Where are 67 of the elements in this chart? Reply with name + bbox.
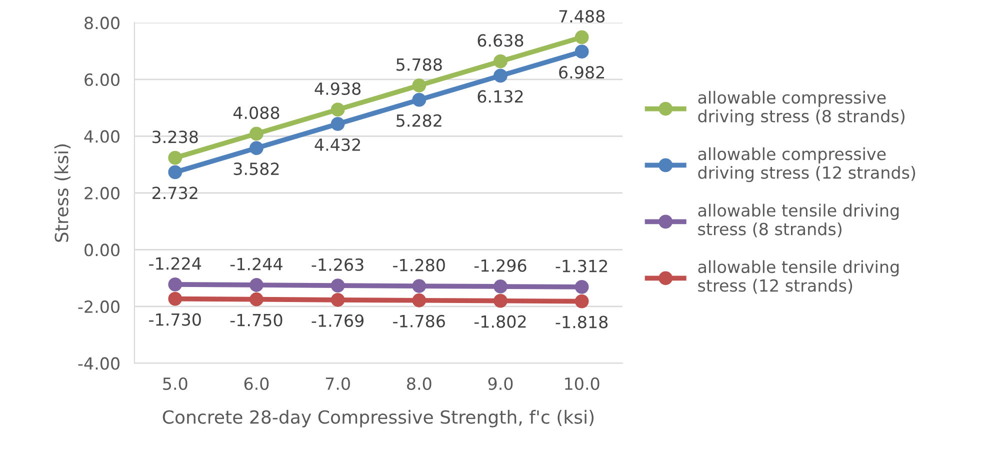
data-label: -1.786 <box>393 314 445 328</box>
y-tick-label: 0.00 <box>84 244 120 256</box>
point <box>412 279 426 293</box>
data-label: -1.802 <box>474 315 526 328</box>
data-label: 4.088 <box>233 106 280 120</box>
x-tick-label: 9.0 <box>488 377 513 390</box>
y-tick-label: 6.00 <box>84 73 120 86</box>
data-label: -1.312 <box>556 260 608 272</box>
point <box>574 30 589 44</box>
point <box>412 92 426 107</box>
data-label: 5.788 <box>396 58 442 71</box>
point <box>494 294 508 308</box>
y-tick-label: -2.00 <box>78 300 120 314</box>
data-label: 7.488 <box>559 10 605 23</box>
point <box>330 292 345 307</box>
legend-label: allowable compressive driving stress (12 strands) <box>698 147 916 182</box>
data-label: -1.244 <box>230 258 282 270</box>
point <box>494 280 508 294</box>
y-tick-label: -4.00 <box>78 357 120 370</box>
data-label: -1.769 <box>312 314 364 327</box>
y-tick-label: 2.00 <box>84 186 120 200</box>
x-tick-label: 8.0 <box>407 377 432 390</box>
data-label: 6.982 <box>559 66 604 79</box>
point <box>168 292 182 306</box>
point <box>412 78 426 92</box>
point <box>412 293 426 308</box>
point <box>494 68 508 83</box>
data-label: 6.638 <box>478 34 524 47</box>
point <box>330 116 345 131</box>
data-label: -1.750 <box>230 314 282 326</box>
point <box>494 54 508 68</box>
x-tick-label: 7.0 <box>326 377 350 390</box>
legend-label: allowable compressive driving stress (8 strands) <box>698 90 904 126</box>
data-label: 5.282 <box>396 114 442 127</box>
data-label: -1.818 <box>556 316 608 328</box>
data-label: 2.732 <box>152 186 198 200</box>
point <box>168 277 182 292</box>
data-label: -1.296 <box>474 259 526 272</box>
data-label: 6.132 <box>478 90 523 103</box>
x-tick-label: 10.0 <box>565 377 600 390</box>
data-label: 4.938 <box>314 82 361 95</box>
point <box>330 102 345 117</box>
legend-label: allowable tensile driving stress (12 strands) <box>698 260 899 294</box>
data-label: -1.280 <box>393 258 445 272</box>
data-label: 3.582 <box>234 162 279 176</box>
point <box>574 280 589 294</box>
point <box>168 165 182 180</box>
point <box>574 294 589 308</box>
point <box>168 150 182 165</box>
x-tick-label: 6.0 <box>244 377 269 390</box>
data-label: 3.238 <box>152 130 198 144</box>
data-label: -1.224 <box>149 257 202 270</box>
point <box>250 141 264 156</box>
data-label: -1.263 <box>312 258 364 271</box>
point <box>330 278 345 292</box>
legend-label: allowable tensile driving stress (8 strands) <box>698 204 899 238</box>
point <box>250 278 264 292</box>
y-axis-title: Stress (ksi) <box>54 144 71 242</box>
y-tick-label: 4.00 <box>84 130 120 143</box>
y-tick-label: 8.00 <box>84 16 120 30</box>
point <box>250 292 264 306</box>
point <box>574 44 589 59</box>
x-axis-title: Concrete 28-day Compressive Strength, f'c (ksi) <box>162 410 594 428</box>
x-tick-label: 5.0 <box>163 377 188 390</box>
data-label: -1.730 <box>149 313 201 326</box>
data-label: 4.432 <box>314 138 360 151</box>
point <box>250 126 264 141</box>
